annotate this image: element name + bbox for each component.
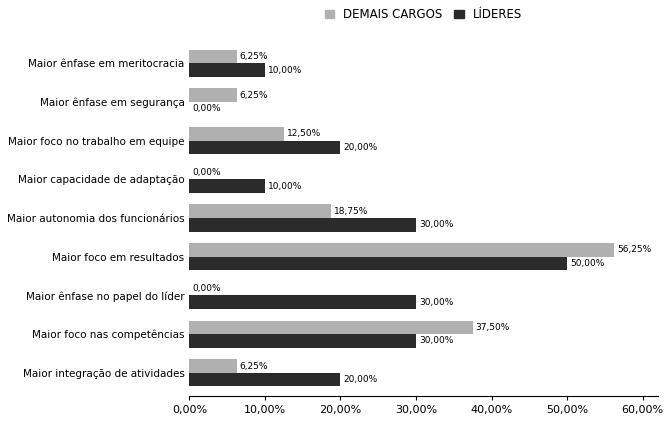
- Text: 18,75%: 18,75%: [334, 207, 369, 216]
- Text: 50,00%: 50,00%: [570, 259, 605, 268]
- Text: 30,00%: 30,00%: [419, 298, 454, 307]
- Text: 10,00%: 10,00%: [268, 181, 302, 191]
- Text: 0,00%: 0,00%: [193, 104, 221, 113]
- Bar: [189, 179, 265, 193]
- Bar: [189, 127, 284, 141]
- Bar: [189, 359, 237, 373]
- Text: 37,50%: 37,50%: [476, 323, 510, 332]
- Bar: [189, 243, 614, 257]
- Bar: [189, 295, 416, 309]
- Bar: [189, 63, 265, 77]
- Legend: DEMAIS CARGOS, LÍDERES: DEMAIS CARGOS, LÍDERES: [320, 3, 527, 26]
- Text: 30,00%: 30,00%: [419, 336, 454, 345]
- Bar: [189, 205, 331, 218]
- Bar: [189, 257, 567, 270]
- Bar: [189, 141, 341, 154]
- Bar: [189, 88, 237, 102]
- Bar: [189, 373, 341, 387]
- Text: 10,00%: 10,00%: [268, 65, 302, 75]
- Bar: [189, 218, 416, 232]
- Text: 20,00%: 20,00%: [343, 143, 378, 152]
- Bar: [189, 334, 416, 348]
- Text: 6,25%: 6,25%: [240, 362, 268, 371]
- Text: 56,25%: 56,25%: [617, 246, 652, 254]
- Text: 0,00%: 0,00%: [193, 284, 221, 293]
- Text: 20,00%: 20,00%: [343, 375, 378, 384]
- Text: 6,25%: 6,25%: [240, 52, 268, 61]
- Text: 12,50%: 12,50%: [287, 130, 321, 138]
- Bar: [189, 50, 237, 63]
- Text: 30,00%: 30,00%: [419, 220, 454, 229]
- Bar: [189, 321, 473, 334]
- Text: 0,00%: 0,00%: [193, 168, 221, 177]
- Text: 6,25%: 6,25%: [240, 91, 268, 100]
